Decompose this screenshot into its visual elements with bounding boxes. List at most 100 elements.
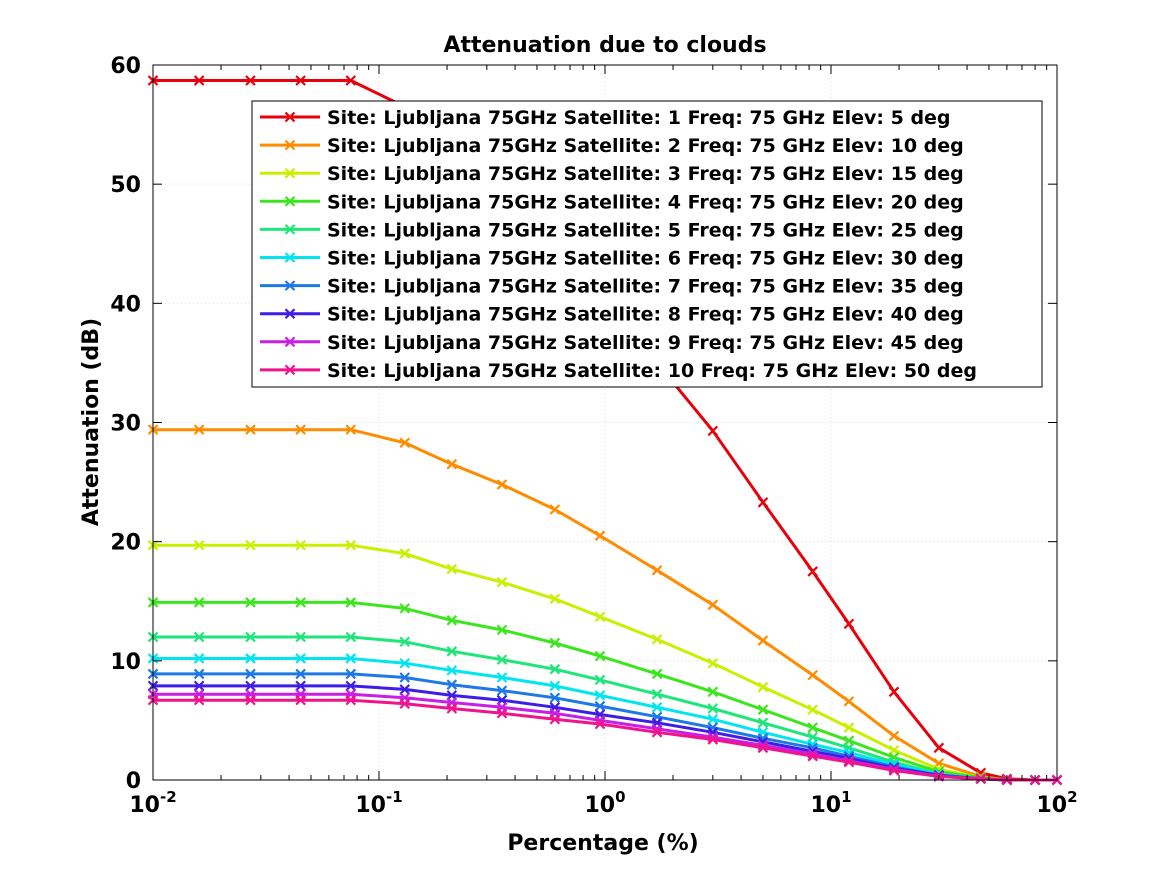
data-point-marker bbox=[295, 597, 306, 608]
legend-item: Site: Ljubljana 75GHz Satellite: 10 Freq… bbox=[260, 360, 977, 382]
y-tick-label: 40 bbox=[110, 292, 141, 317]
x-tick-label: 10-2 bbox=[129, 788, 176, 818]
data-point-marker bbox=[245, 680, 256, 692]
legend-item: Site: Ljubljana 75GHz Satellite: 8 Freq:… bbox=[260, 304, 964, 326]
data-point-marker bbox=[345, 631, 357, 643]
data-point-marker bbox=[399, 684, 411, 695]
data-point-marker bbox=[245, 539, 256, 551]
x-tick-label: 100 bbox=[584, 788, 625, 818]
data-point-marker bbox=[193, 539, 205, 551]
data-point-marker bbox=[399, 603, 411, 614]
data-point-marker bbox=[651, 688, 663, 700]
legend-item: Site: Ljubljana 75GHz Satellite: 6 Freq:… bbox=[260, 248, 964, 270]
data-point-marker bbox=[707, 703, 719, 714]
data-point-marker bbox=[807, 722, 818, 733]
data-point-marker bbox=[245, 694, 256, 706]
data-point-marker bbox=[193, 424, 205, 435]
data-point-marker bbox=[594, 650, 606, 662]
data-point-marker bbox=[399, 672, 411, 683]
data-point-marker bbox=[345, 653, 357, 664]
data-point-marker bbox=[549, 680, 561, 692]
legend-label: Site: Ljubljana 75GHz Satellite: 5 Freq:… bbox=[327, 219, 964, 241]
data-point-marker bbox=[245, 668, 256, 680]
data-point-marker bbox=[193, 680, 205, 692]
data-point-marker bbox=[707, 425, 719, 437]
data-point-marker bbox=[345, 75, 357, 86]
data-point-marker bbox=[651, 668, 663, 680]
data-point-marker bbox=[496, 576, 508, 588]
data-point-marker bbox=[843, 618, 855, 630]
data-point-marker bbox=[843, 756, 855, 768]
legend-swatch-marker bbox=[284, 308, 296, 319]
legend: Site: Ljubljana 75GHz Satellite: 1 Freq:… bbox=[251, 100, 1043, 388]
legend-label: Site: Ljubljana 75GHz Satellite: 3 Freq:… bbox=[327, 163, 964, 185]
data-point-marker bbox=[193, 668, 205, 680]
legend-item: Site: Ljubljana 75GHz Satellite: 3 Freq:… bbox=[260, 163, 964, 185]
data-point-marker bbox=[193, 694, 205, 706]
data-point-marker bbox=[807, 669, 818, 681]
data-point-marker bbox=[757, 742, 769, 754]
data-point-marker bbox=[651, 634, 663, 645]
data-point-marker bbox=[295, 631, 306, 643]
y-tick-label: 60 bbox=[110, 54, 141, 79]
data-point-marker bbox=[193, 631, 205, 643]
data-point-marker bbox=[888, 765, 900, 776]
data-point-marker bbox=[295, 653, 306, 664]
data-point-marker bbox=[399, 698, 411, 710]
data-point-marker bbox=[651, 727, 663, 738]
y-tick-label: 50 bbox=[110, 173, 141, 198]
legend-swatch-marker bbox=[284, 224, 296, 235]
legend-label: Site: Ljubljana 75GHz Satellite: 4 Freq:… bbox=[327, 191, 964, 213]
legend-label: Site: Ljubljana 75GHz Satellite: 7 Freq:… bbox=[327, 276, 964, 298]
data-point-marker bbox=[496, 654, 508, 665]
legend-swatch-marker bbox=[284, 139, 296, 151]
data-point-marker bbox=[707, 734, 719, 745]
data-point-marker bbox=[245, 75, 256, 86]
data-point-marker bbox=[345, 424, 357, 435]
legend-item: Site: Ljubljana 75GHz Satellite: 9 Freq:… bbox=[260, 332, 964, 354]
data-point-marker bbox=[345, 694, 357, 706]
y-tick-label: 20 bbox=[110, 531, 141, 556]
data-point-marker bbox=[549, 713, 561, 725]
data-point-marker bbox=[594, 611, 606, 623]
data-point-marker bbox=[651, 564, 663, 576]
legend-swatch-marker bbox=[284, 280, 296, 291]
legend-label: Site: Ljubljana 75GHz Satellite: 9 Freq:… bbox=[327, 332, 964, 354]
data-point-marker bbox=[295, 75, 306, 86]
legend-swatch-marker bbox=[284, 167, 296, 179]
data-point-marker bbox=[549, 504, 561, 515]
data-point-marker bbox=[549, 593, 561, 605]
data-point-marker bbox=[399, 657, 411, 669]
data-point-marker bbox=[245, 653, 256, 664]
data-point-marker bbox=[843, 722, 855, 733]
data-point-marker bbox=[707, 713, 719, 725]
data-point-marker bbox=[651, 702, 663, 713]
data-point-marker bbox=[399, 437, 411, 449]
y-tick-label: 30 bbox=[110, 412, 141, 437]
x-axis-label: Percentage (%) bbox=[507, 831, 698, 856]
legend-label: Site: Ljubljana 75GHz Satellite: 8 Freq:… bbox=[327, 304, 964, 326]
data-point-marker bbox=[295, 539, 306, 551]
data-point-marker bbox=[446, 563, 458, 575]
data-point-marker bbox=[345, 597, 357, 608]
data-point-marker bbox=[975, 773, 987, 785]
legend-swatch-marker bbox=[284, 111, 296, 123]
data-point-marker bbox=[193, 653, 205, 664]
x-tick-label: 102 bbox=[1036, 788, 1077, 818]
legend-swatch-marker bbox=[284, 252, 296, 263]
legend-item: Site: Ljubljana 75GHz Satellite: 7 Freq:… bbox=[260, 276, 964, 298]
data-point-marker bbox=[496, 479, 508, 490]
legend-label: Site: Ljubljana 75GHz Satellite: 6 Freq:… bbox=[327, 248, 964, 270]
data-point-marker bbox=[549, 637, 561, 649]
data-point-marker bbox=[446, 665, 458, 676]
data-point-marker bbox=[496, 672, 508, 683]
data-point-marker bbox=[757, 681, 769, 693]
data-point-marker bbox=[843, 696, 855, 707]
data-point-marker bbox=[193, 597, 205, 608]
x-tick-label: 101 bbox=[810, 788, 851, 818]
data-point-marker bbox=[757, 497, 769, 508]
data-point-marker bbox=[295, 680, 306, 692]
chart-title: Attenuation due to clouds bbox=[443, 33, 766, 58]
data-point-marker bbox=[594, 690, 606, 701]
